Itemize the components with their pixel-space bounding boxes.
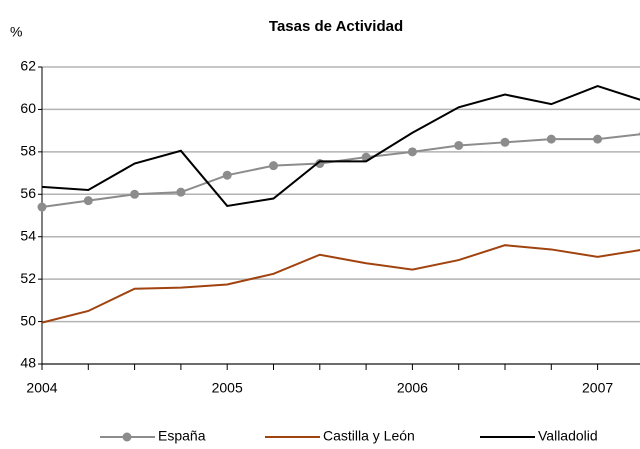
series-marker xyxy=(407,147,417,157)
series-marker xyxy=(593,134,603,144)
y-tick-label: 58 xyxy=(20,143,36,159)
series-marker xyxy=(500,137,510,147)
x-tick-label: 2004 xyxy=(26,380,57,396)
series-line xyxy=(41,244,640,324)
y-tick-label: 54 xyxy=(20,227,36,243)
y-tick-label: 50 xyxy=(20,312,36,328)
series-marker xyxy=(130,189,140,199)
x-tick-label: 2005 xyxy=(212,380,243,396)
series-marker xyxy=(222,170,232,180)
y-tick-label: 52 xyxy=(20,270,36,286)
y-axis-label: % xyxy=(10,24,22,40)
legend-label: España xyxy=(158,428,206,444)
legend-marker xyxy=(122,432,132,442)
series-marker xyxy=(37,202,47,212)
series-line xyxy=(41,85,640,208)
series-line xyxy=(41,133,640,209)
series-marker xyxy=(454,140,464,150)
series-marker xyxy=(546,134,556,144)
chart-title: Tasas de Actividad xyxy=(269,18,403,35)
y-tick-label: 56 xyxy=(20,185,36,201)
x-tick-label: 2007 xyxy=(582,380,613,396)
series-marker xyxy=(83,196,93,206)
legend-label: Valladolid xyxy=(538,428,598,444)
y-tick-label: 48 xyxy=(20,355,36,371)
y-tick-label: 62 xyxy=(20,58,36,74)
legend-label: Castilla y León xyxy=(323,428,415,444)
series-marker xyxy=(269,161,278,171)
x-tick-label: 2006 xyxy=(397,380,428,396)
y-tick-label: 60 xyxy=(20,100,36,116)
series-marker xyxy=(176,187,186,197)
